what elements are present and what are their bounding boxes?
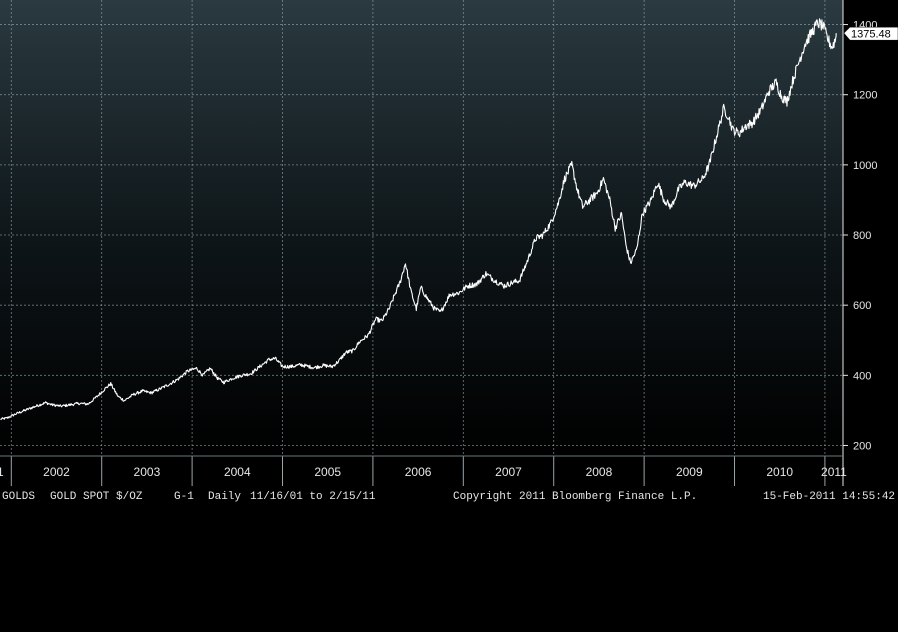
x-tick-label-edge: 1 xyxy=(0,465,4,479)
x-tick-label: 2007 xyxy=(495,465,522,479)
x-tick-label: 2004 xyxy=(224,465,251,479)
x-tick-label: 2005 xyxy=(314,465,341,479)
x-tick-label: 2011 xyxy=(821,465,847,479)
axis-background xyxy=(843,0,898,488)
x-tick-label: 2003 xyxy=(134,465,161,479)
y-tick-label: 200 xyxy=(853,440,871,452)
security-description: GOLD SPOT $/OZ xyxy=(50,491,143,503)
xaxis-background xyxy=(0,456,843,488)
x-tick-label: 2010 xyxy=(766,465,793,479)
period-label: Daily xyxy=(208,491,242,503)
chart-area: 200 400 600 800 1000 1200 1400 2002 2003 2004 2005… xyxy=(0,0,898,488)
graph-id: G-1 xyxy=(174,491,194,503)
ticker-label: GOLDS xyxy=(2,491,36,503)
y-tick-label: 600 xyxy=(853,300,871,312)
y-tick-label: 800 xyxy=(853,230,871,242)
x-tick-label: 2009 xyxy=(676,465,703,479)
x-tick-label: 2002 xyxy=(43,465,70,479)
y-tick-label: 400 xyxy=(853,370,871,382)
x-tick-label: 2006 xyxy=(405,465,432,479)
plot-background xyxy=(0,0,843,456)
timestamp: 15-Feb-2011 14:55:42 xyxy=(763,491,896,503)
copyright-text: Copyright 2011 Bloomberg Finance L.P. xyxy=(453,491,698,503)
x-tick-label: 2008 xyxy=(586,465,613,479)
gold-price-line xyxy=(0,18,837,421)
last-value-label: 1375.48 xyxy=(851,29,891,41)
y-tick-label: 1200 xyxy=(853,90,877,102)
chart-footer: GOLDS GOLD SPOT $/OZ G-1 Daily 11/16/01 … xyxy=(0,488,898,506)
date-range: 11/16/01 to 2/15/11 xyxy=(250,491,376,503)
y-tick-label: 1000 xyxy=(853,160,877,172)
last-value-tag xyxy=(843,26,898,41)
